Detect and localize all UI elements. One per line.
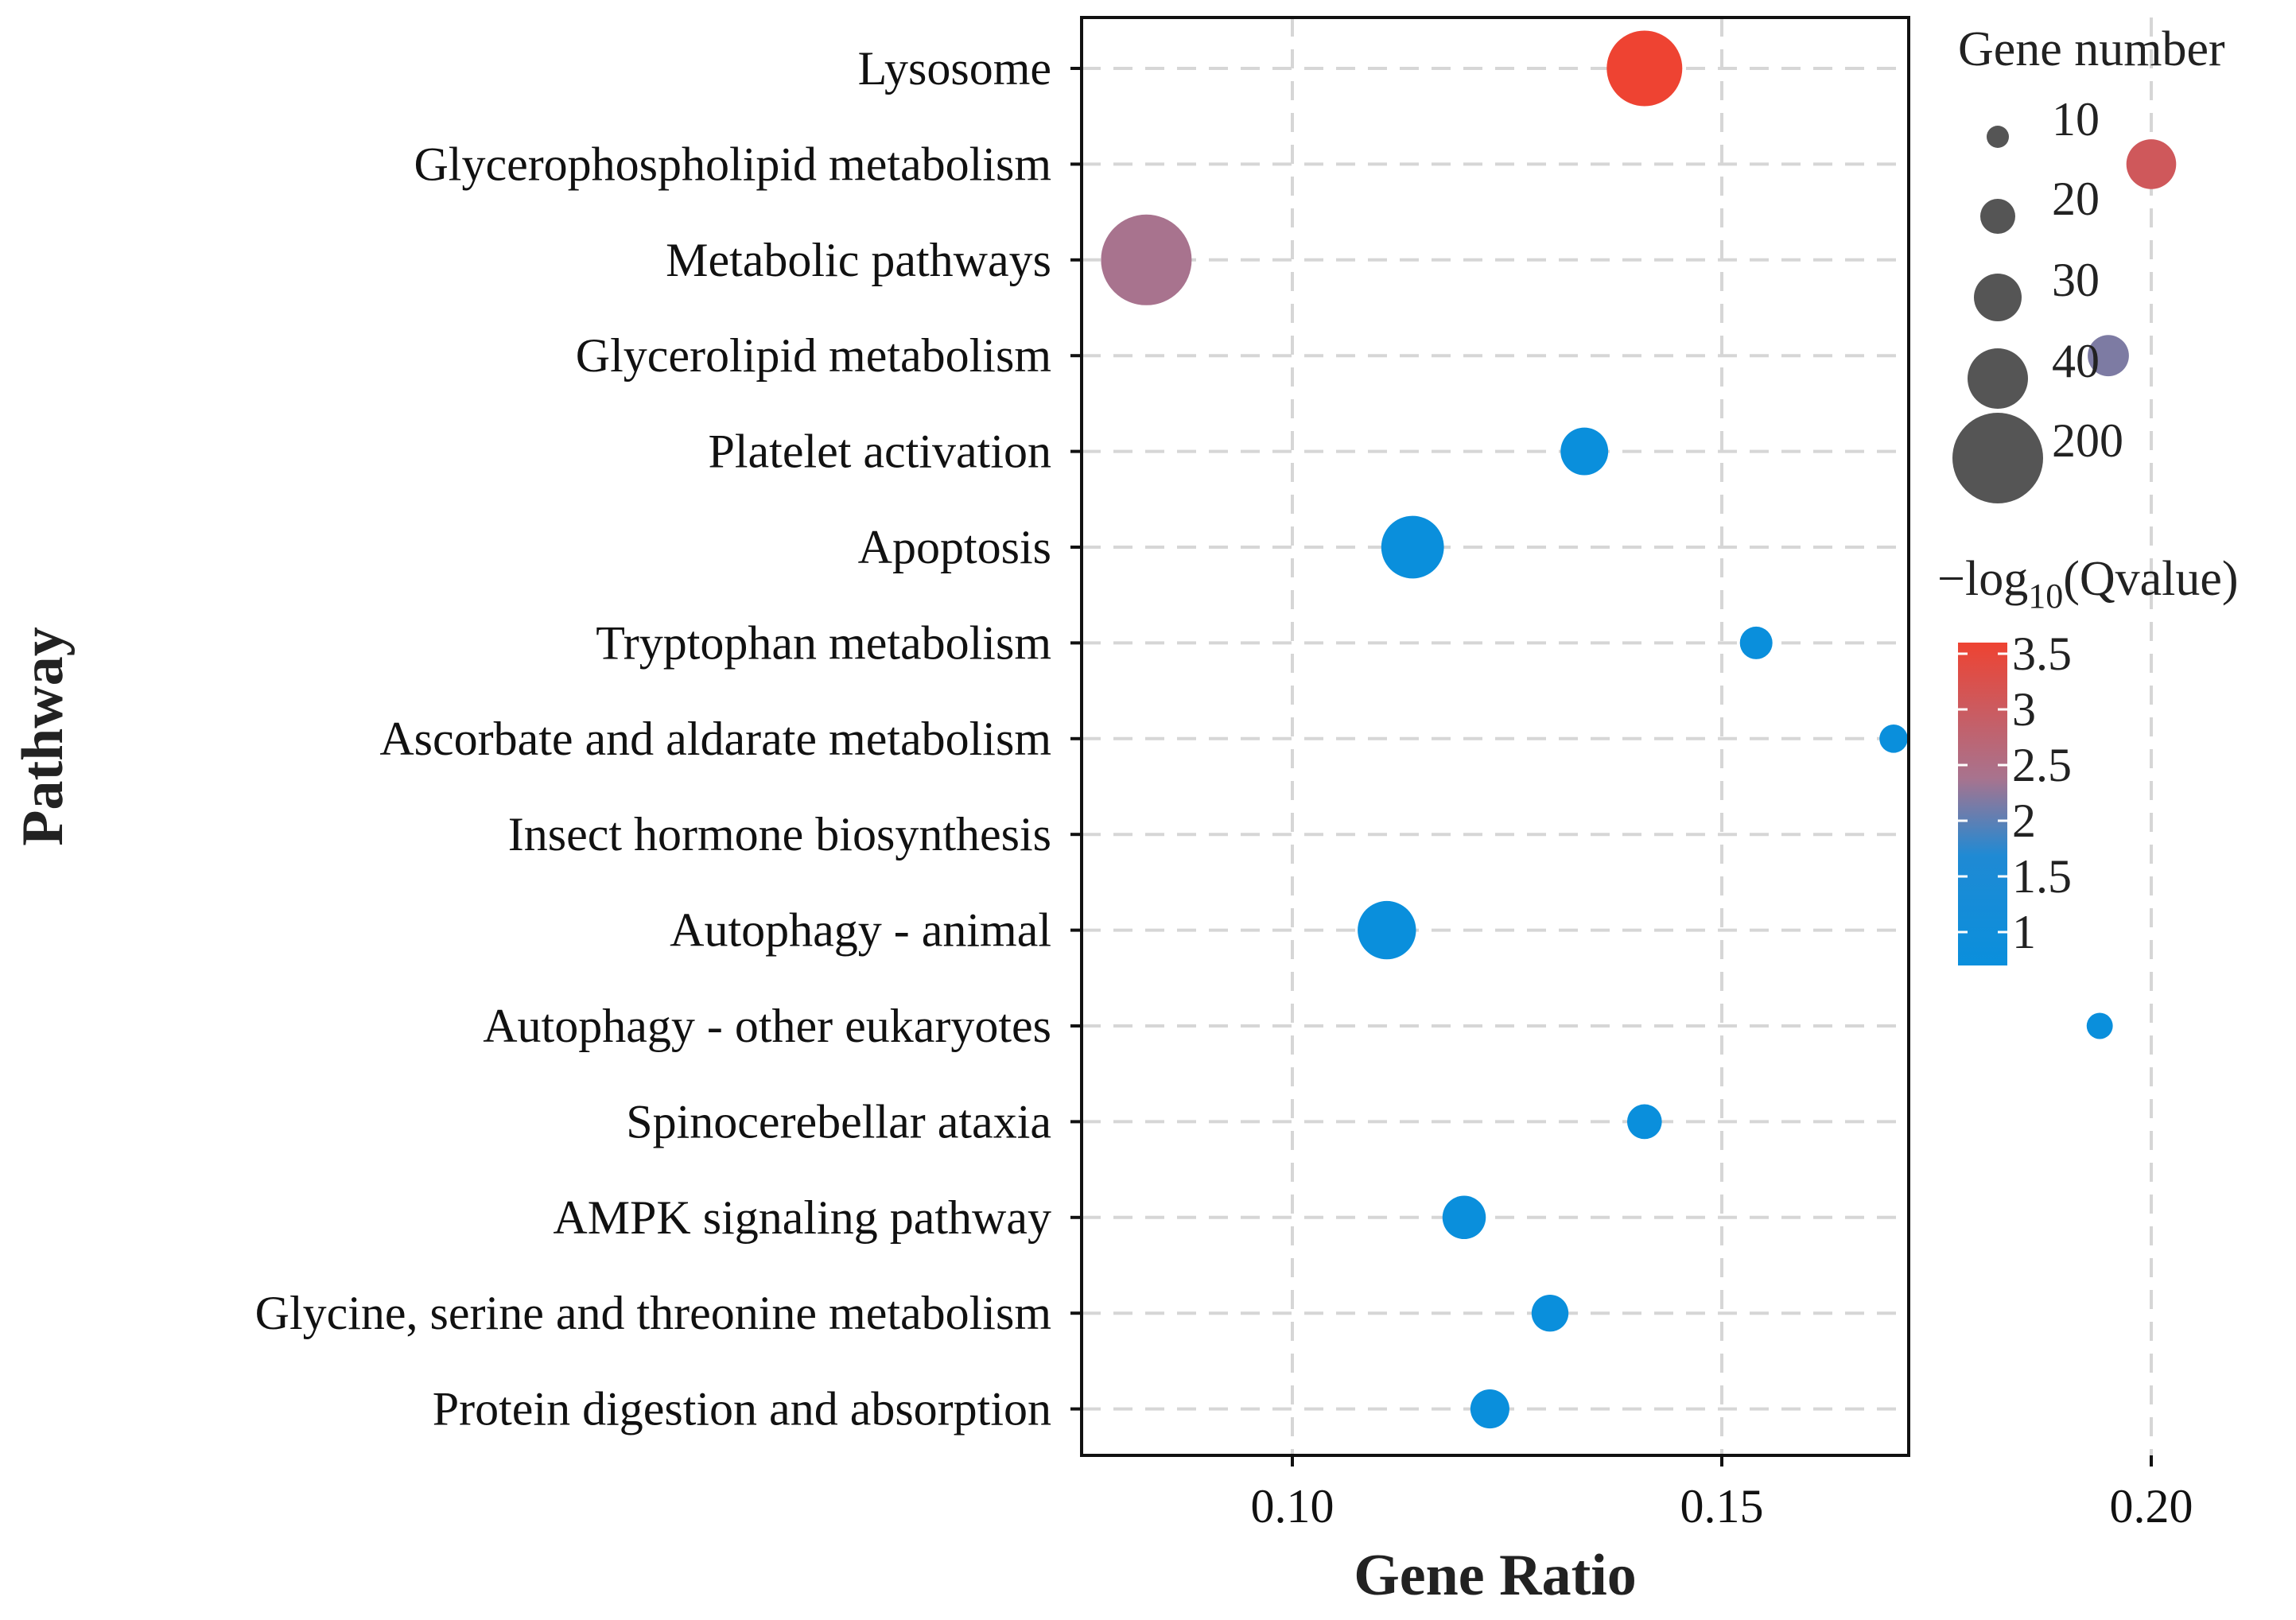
size-legend-items: 10 20 30 40 200 [1952,93,2123,503]
pathway-label: Tryptophan metabolism [596,616,1051,669]
pathway-label: Glycerolipid metabolism [576,329,1051,382]
color-legend-title-suffix: (Qvalue) [2063,552,2238,606]
color-tick-label: 3.5 [2012,627,2072,680]
pathway-label: Apoptosis [858,521,1051,573]
data-point [1626,1104,1662,1140]
pathway-label: Insect hormone biosynthesis [508,808,1051,861]
color-tick-label: 2 [2012,794,2036,847]
x-tick-label: 0.20 [2110,1480,2193,1533]
pathway-label: Glycerophospholipid metabolism [414,138,1051,190]
pathway-label: Metabolic pathways [666,234,1051,286]
pathway-label: Ascorbate and aldarate metabolism [379,713,1051,765]
grid-lines [1082,17,2153,1455]
pathway-label: Lysosome [858,42,1051,95]
data-point [1381,515,1444,579]
size-legend: Gene number 10 20 30 40 200 [1952,22,2225,503]
plot-frame [1080,16,1910,1457]
x-tick-label: 0.15 [1680,1480,1764,1533]
data-point [1358,900,1416,960]
data-point [2088,335,2129,377]
data-point [1560,427,1609,476]
color-bar [1958,643,2007,965]
pathway-label: AMPK signaling pathway [553,1191,1051,1244]
color-tick-label: 3 [2012,683,2036,736]
size-legend-label: 40 [2052,335,2100,387]
pathway-label: Platelet activation [708,425,1051,478]
pathway-label: Autophagy - other eukaryotes [483,1000,1051,1052]
size-legend-title: Gene number [1958,22,2225,76]
color-legend-ticks: 3.532.521.51 [1958,627,2072,958]
size-legend-label: 30 [2052,254,2100,306]
pathway-label: Protein digestion and absorption [433,1383,1051,1435]
pathway-label: Glycine, serine and threonine metabolism [255,1287,1051,1339]
y-axis-title: Pathway [10,627,76,845]
x-axis-title: Gene Ratio [1354,1543,1637,1608]
size-legend-label: 10 [2052,93,2100,146]
data-point [2086,1012,2113,1039]
data-point [1531,1295,1569,1332]
color-legend: −log10(Qvalue) 3.532.521.51 [1937,552,2239,965]
data-point [1739,626,1773,659]
data-points [1101,30,2177,1429]
size-legend-label: 20 [2052,173,2100,225]
pathway-label: Spinocerebellar ataxia [626,1095,1051,1148]
color-tick-label: 1.5 [2012,850,2072,903]
size-legend-circle [1952,413,2043,503]
x-tick-label: 0.10 [1251,1480,1334,1533]
data-point [1606,30,1683,107]
data-point [1101,214,1192,305]
color-legend-title-prefix: −log [1937,552,2028,606]
data-point [1879,725,1908,753]
pathway-labels: Lysosome Glycerophospholipid metabolism Me… [255,42,1082,1435]
data-point [2126,139,2177,189]
x-axis-ticks: 0.10 0.15 0.20 [1251,1455,2193,1533]
size-legend-label: 200 [2052,414,2123,467]
pathway-label: Autophagy - animal [670,904,1051,957]
color-tick-label: 1 [2012,906,2036,958]
size-legend-circle [1974,274,2022,321]
data-point [1470,1389,1509,1429]
color-tick-label: 2.5 [2012,739,2072,791]
color-legend-title-sub: 10 [2028,577,2063,616]
data-point [1442,1195,1486,1240]
size-legend-circle [1980,199,2015,234]
size-legend-circle [1987,126,2009,148]
size-legend-circle [1968,348,2028,409]
color-legend-title: −log10(Qvalue) [1937,552,2239,616]
